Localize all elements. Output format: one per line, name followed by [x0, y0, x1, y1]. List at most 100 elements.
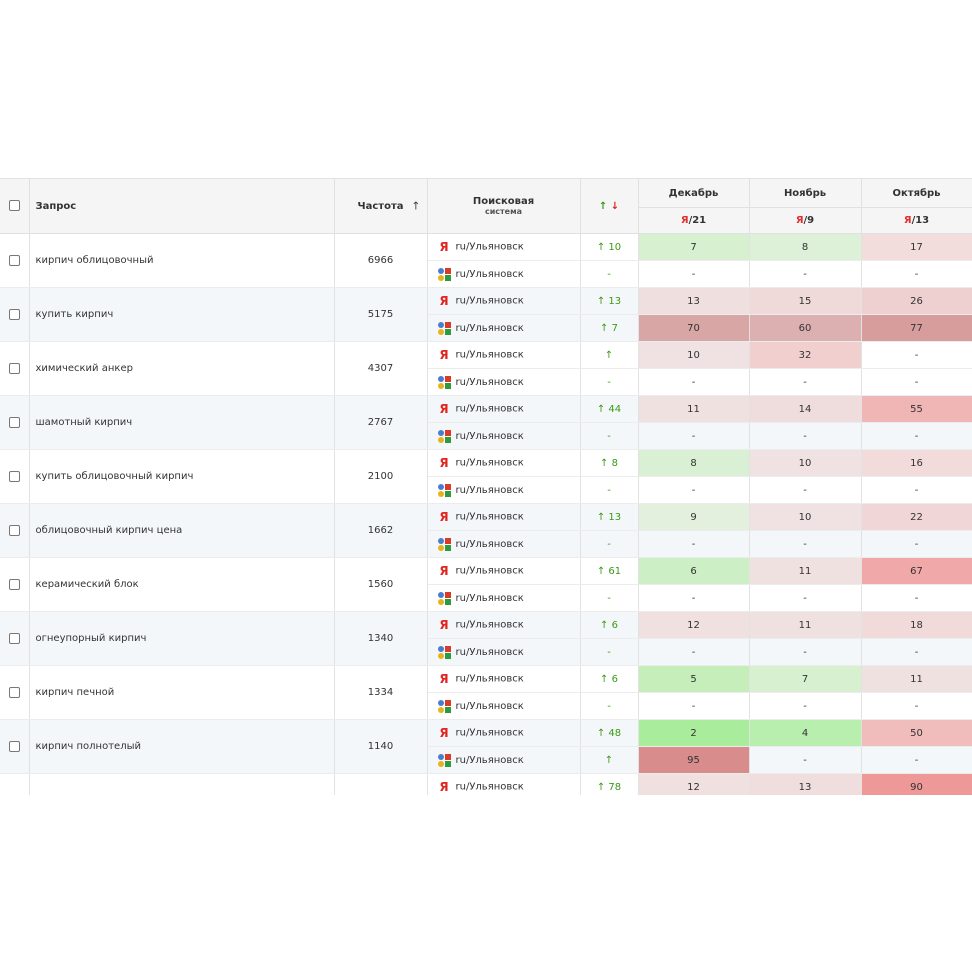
dynamics-header[interactable]: ↑ ↓	[580, 179, 639, 234]
position-cell: -	[861, 638, 972, 666]
engine-cell-google: ru/Ульяновск	[427, 368, 581, 396]
month-header-november[interactable]: Ноябрь	[749, 179, 862, 208]
position-cell: 6	[638, 557, 750, 585]
position-cell: 60	[749, 314, 862, 342]
month-header-december[interactable]: Декабрь	[638, 179, 750, 208]
region-label: ru/Ульяновск	[455, 322, 524, 334]
query-cell: огнеупорный кирпич	[29, 611, 335, 666]
search-engine-header-line2: система	[484, 207, 523, 216]
position-cell: -	[861, 530, 972, 558]
position-cell: 17	[861, 233, 972, 261]
sort-arrow-icon[interactable]: ↑	[411, 199, 421, 213]
position-cell: 12	[638, 773, 750, 795]
yandex-logo-icon: Я	[439, 456, 449, 470]
table-row: ru/Ульяновск - ---	[0, 692, 972, 720]
month-header-october[interactable]: Октябрь	[861, 179, 972, 208]
frequency-cell: 1662	[334, 503, 428, 558]
yandex-count-october: Я/13	[861, 207, 972, 234]
row-checkbox[interactable]	[8, 470, 20, 482]
query-cell: кирпич облицовочный	[29, 233, 335, 288]
row-checkbox[interactable]	[8, 632, 20, 644]
google-logo-icon	[437, 483, 451, 497]
region-label: ru/Ульяновск	[455, 430, 524, 442]
row-checkbox[interactable]	[8, 740, 20, 752]
position-cell: -	[749, 260, 862, 288]
frequency-cell: 1340	[334, 611, 428, 666]
row-checkbox-cell	[0, 719, 30, 774]
row-checkbox[interactable]	[8, 416, 20, 428]
position-cell: -	[861, 476, 972, 504]
engine-cell-google: ru/Ульяновск	[427, 476, 581, 504]
trend-cell: -	[580, 368, 639, 396]
position-cell: 55	[861, 395, 972, 423]
yandex-logo-icon: Я	[795, 215, 804, 226]
position-cell: -	[638, 692, 750, 720]
row-checkbox[interactable]	[8, 524, 20, 536]
engine-cell-google: ru/Ульяновск	[427, 692, 581, 720]
position-cell: 70	[638, 314, 750, 342]
position-cell: -	[861, 584, 972, 612]
region-label: ru/Ульяновск	[455, 592, 524, 604]
engine-cell-google: ru/Ульяновск	[427, 314, 581, 342]
trend-cell: -	[580, 476, 639, 504]
region-label: ru/Ульяновск	[455, 376, 524, 388]
yandex-count-value: /9	[803, 215, 815, 226]
frequency-cell: 948	[334, 773, 428, 795]
trend-cell: -	[580, 260, 639, 288]
arrow-up-icon: ↑	[598, 200, 608, 212]
select-all-cell	[0, 179, 30, 234]
trend-cell: ↑ 61	[580, 557, 639, 585]
position-cell: 10	[638, 341, 750, 369]
table-row: ru/Ульяновск - ---	[0, 638, 972, 666]
yandex-logo-icon: Я	[903, 215, 912, 226]
position-cell: -	[638, 530, 750, 558]
frequency-header[interactable]: Частота ↑	[334, 179, 428, 234]
position-cell: 50	[861, 719, 972, 747]
position-cell: 95	[638, 746, 750, 774]
trend-cell: ↑	[580, 341, 639, 369]
trend-cell: ↑ 8	[580, 449, 639, 477]
row-checkbox[interactable]	[8, 686, 20, 698]
query-header[interactable]: Запрос	[29, 179, 335, 234]
position-cell: 2	[638, 719, 750, 747]
position-cell: 7	[749, 665, 862, 693]
region-label: ru/Ульяновск	[455, 484, 524, 496]
row-checkbox-cell	[0, 665, 30, 720]
row-checkbox[interactable]	[8, 308, 20, 320]
query-cell: облицовочный кирпич цена	[29, 503, 335, 558]
rankings-table-viewport: Запрос Частота ↑ Поисковая система ↑ ↓ Дек…	[0, 178, 972, 795]
google-logo-icon	[437, 267, 451, 281]
engine-cell-google: ru/Ульяновск	[427, 422, 581, 450]
google-logo-icon	[437, 375, 451, 389]
row-checkbox[interactable]	[8, 362, 20, 374]
position-cell: 16	[861, 449, 972, 477]
arrow-down-icon: ↓	[610, 200, 620, 212]
query-cell	[29, 773, 335, 795]
trend-cell: -	[580, 638, 639, 666]
yandex-logo-icon: Я	[680, 215, 689, 226]
row-checkbox-cell	[0, 449, 30, 504]
trend-cell: ↑ 7	[580, 314, 639, 342]
yandex-logo-icon: Я	[439, 294, 449, 308]
row-checkbox[interactable]	[8, 578, 20, 590]
position-cell: 32	[749, 341, 862, 369]
select-all-checkbox[interactable]	[8, 200, 20, 212]
row-checkbox[interactable]	[8, 254, 20, 266]
region-label: ru/Ульяновск	[455, 673, 524, 685]
position-cell: 77	[861, 314, 972, 342]
region-label: ru/Ульяновск	[455, 403, 524, 415]
region-label: ru/Ульяновск	[455, 727, 524, 739]
trend-cell: ↑ 13	[580, 287, 639, 315]
position-cell: 15	[749, 287, 862, 315]
trend-cell: ↑ 6	[580, 665, 639, 693]
engine-cell-google: ru/Ульяновск	[427, 260, 581, 288]
position-cell: 10	[749, 449, 862, 477]
yandex-count-value: /13	[911, 215, 930, 226]
